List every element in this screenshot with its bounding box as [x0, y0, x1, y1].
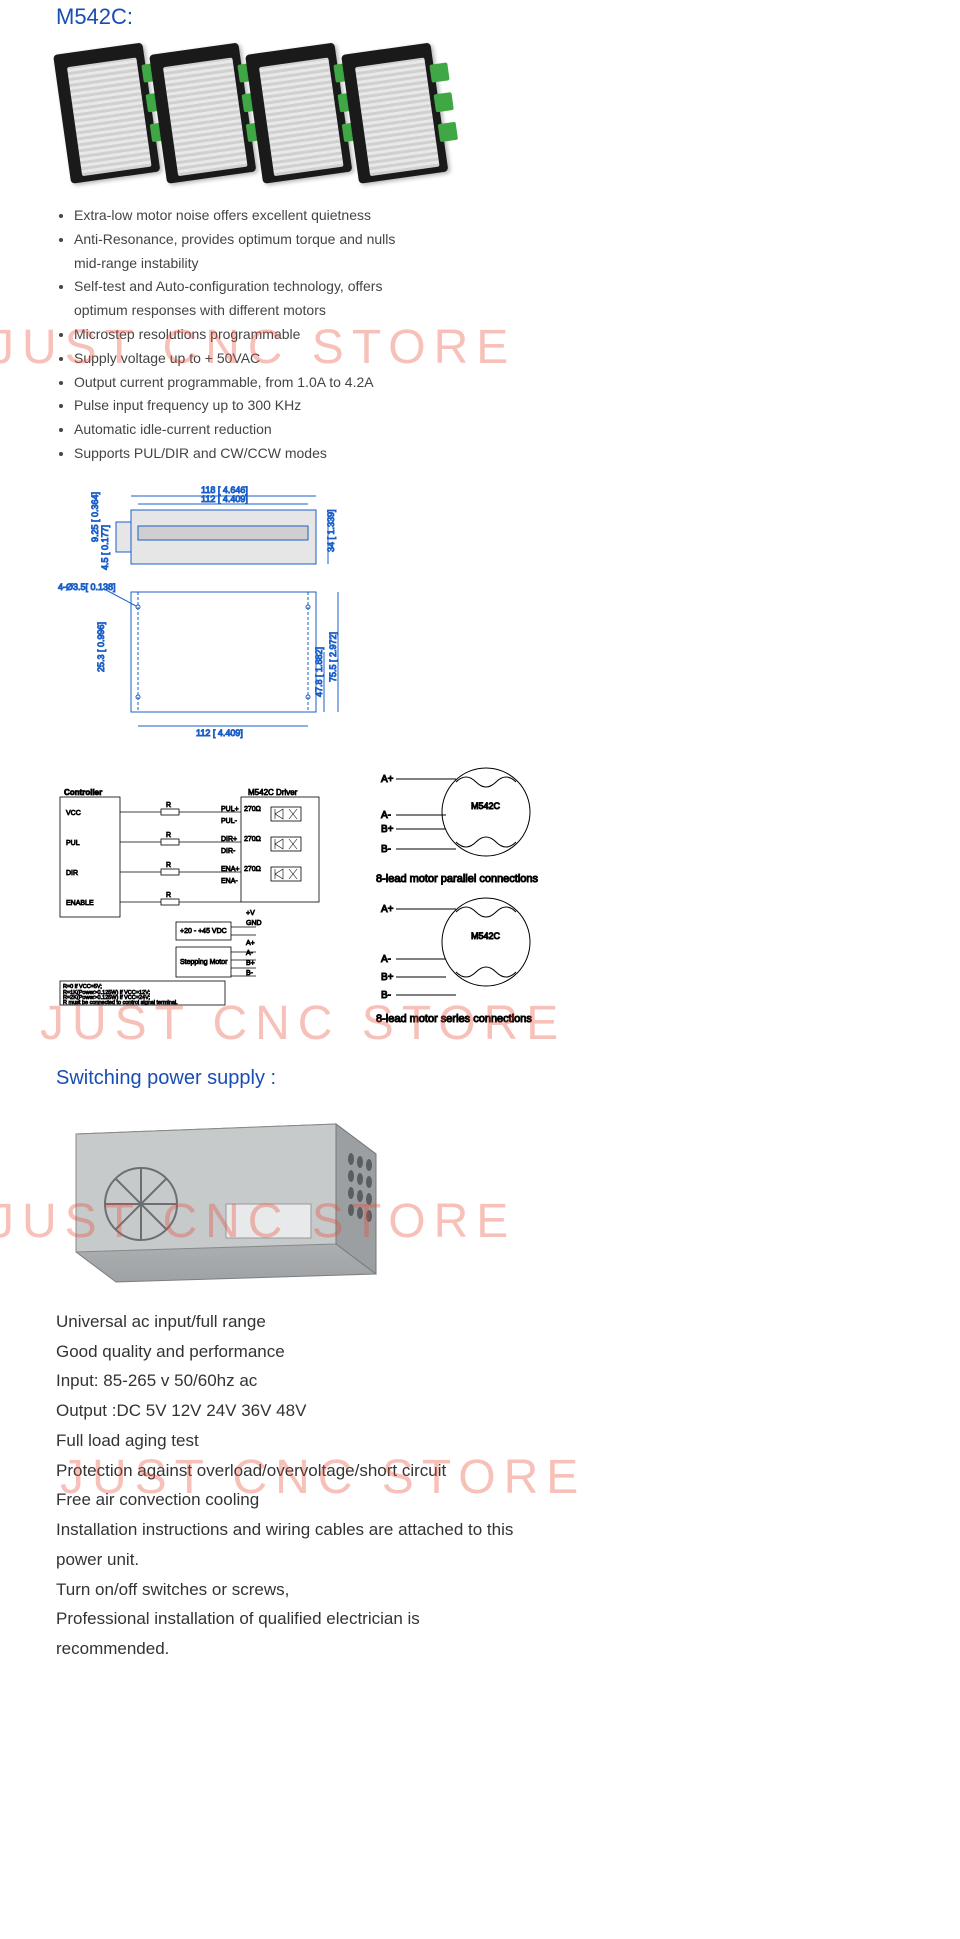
svg-text:PUL: PUL	[66, 840, 80, 847]
psu-spec-item: Installation instructions and wiring cab…	[56, 1515, 536, 1575]
feature-item: Supply voltage up to + 50VAC	[74, 347, 414, 371]
feature-item: Self-test and Auto-configuration technol…	[74, 275, 414, 323]
svg-text:VCC: VCC	[66, 810, 81, 817]
svg-text:M542C: M542C	[471, 931, 501, 941]
svg-text:A-: A-	[381, 954, 391, 965]
psu-spec-item: Output :DC 5V 12V 24V 36V 48V	[56, 1396, 536, 1426]
svg-text:Stepping Motor: Stepping Motor	[180, 959, 228, 966]
svg-text:25.3 [ 0.996]: 25.3 [ 0.996]	[96, 622, 106, 672]
psu-spec-item: Turn on/off switches or screws,	[56, 1575, 536, 1605]
svg-text:4.5 [ 0.177]: 4.5 [ 0.177]	[100, 525, 110, 570]
svg-text:B-: B-	[381, 844, 391, 855]
svg-text:270Ω: 270Ω	[244, 806, 261, 813]
svg-text:DIR+: DIR+	[221, 836, 237, 843]
svg-text:PUL-: PUL-	[221, 818, 238, 825]
svg-text:R: R	[166, 802, 171, 809]
svg-text:B-: B-	[381, 990, 391, 1001]
svg-text:GND: GND	[246, 920, 262, 927]
svg-text:112 [ 4.409]: 112 [ 4.409]	[196, 728, 243, 738]
svg-text:B+: B+	[381, 972, 394, 983]
svg-text:R must be connected to control: R must be connected to control signal te…	[63, 1000, 178, 1006]
svg-text:DIR-: DIR-	[221, 848, 236, 855]
svg-text:+V: +V	[246, 910, 255, 917]
psu-spec-item: Full load aging test	[56, 1426, 536, 1456]
svg-text:A-: A-	[381, 810, 391, 821]
psu-spec-item: Free air convection cooling	[56, 1485, 536, 1515]
svg-text:270Ω: 270Ω	[244, 866, 261, 873]
psu-product-photo	[56, 1104, 386, 1284]
driver-section-title: M542C:	[56, 4, 960, 30]
svg-text:ENA-: ENA-	[221, 878, 238, 885]
wiring-diagram: Controller VCC PUL DIR ENABLE M542C Driv…	[56, 767, 326, 1007]
svg-text:47.8 [ 1.882]: 47.8 [ 1.882]	[314, 647, 324, 697]
driver-unit	[334, 33, 458, 196]
svg-text:ENA+: ENA+	[221, 866, 239, 873]
psu-spec-list: Universal ac input/full range Good quali…	[56, 1307, 536, 1664]
svg-text:75.5 [ 2.972]: 75.5 [ 2.972]	[328, 632, 338, 682]
svg-text:M542C: M542C	[471, 801, 501, 811]
motor-connection-diagram: M542C A+ A- B+ B- 8-lead motor parallel …	[356, 767, 576, 1037]
svg-text:+20 - +45 VDC: +20 - +45 VDC	[180, 928, 227, 935]
psu-spec-item: Professional installation of qualified e…	[56, 1604, 536, 1664]
svg-text:R: R	[166, 832, 171, 839]
svg-text:A-: A-	[246, 950, 254, 957]
svg-text:M542C Driver: M542C Driver	[248, 788, 298, 797]
svg-text:PUL+: PUL+	[221, 806, 239, 813]
dimension-drawing: 118 [ 4.646] 112 [ 4.409] 34 [ 1.339] 9.…	[56, 482, 356, 742]
psu-spec-item: Input: 85-265 v 50/60hz ac	[56, 1366, 536, 1396]
driver-feature-list: Extra-low motor noise offers excellent q…	[74, 204, 960, 466]
svg-text:34 [ 1.339]: 34 [ 1.339]	[326, 509, 336, 552]
psu-section-title: Switching power supply :	[56, 1067, 960, 1090]
svg-text:R: R	[166, 892, 171, 899]
svg-text:A+: A+	[381, 904, 394, 915]
psu-spec-item: Universal ac input/full range	[56, 1307, 536, 1337]
svg-text:A+: A+	[381, 774, 394, 785]
svg-text:270Ω: 270Ω	[244, 836, 261, 843]
svg-text:ENABLE: ENABLE	[66, 900, 94, 907]
psu-spec-item: Good quality and performance	[56, 1337, 536, 1367]
svg-text:R: R	[166, 862, 171, 869]
feature-item: Anti-Resonance, provides optimum torque …	[74, 228, 414, 276]
driver-product-photo	[56, 40, 960, 190]
svg-text:8-lead motor series connection: 8-lead motor series connections	[376, 1013, 532, 1025]
svg-text:A+: A+	[246, 940, 255, 947]
feature-item: Automatic idle-current reduction	[74, 418, 414, 442]
svg-text:B+: B+	[381, 824, 394, 835]
feature-item: Supports PUL/DIR and CW/CCW modes	[74, 442, 414, 466]
svg-text:DIR: DIR	[66, 870, 78, 877]
psu-spec-item: Protection against overload/overvoltage/…	[56, 1456, 536, 1486]
feature-item: Microstep resolutions programmable	[74, 323, 414, 347]
svg-text:8-lead motor parallel connecti: 8-lead motor parallel connections	[376, 873, 539, 885]
svg-text:9.25 [ 0.364]: 9.25 [ 0.364]	[90, 492, 100, 542]
svg-text:Controller: Controller	[64, 788, 102, 797]
feature-item: Extra-low motor noise offers excellent q…	[74, 204, 414, 228]
svg-text:112 [ 4.409]: 112 [ 4.409]	[201, 494, 248, 504]
feature-item: Output current programmable, from 1.0A t…	[74, 371, 414, 395]
feature-item: Pulse input frequency up to 300 KHz	[74, 394, 414, 418]
svg-text:B+: B+	[246, 960, 255, 967]
